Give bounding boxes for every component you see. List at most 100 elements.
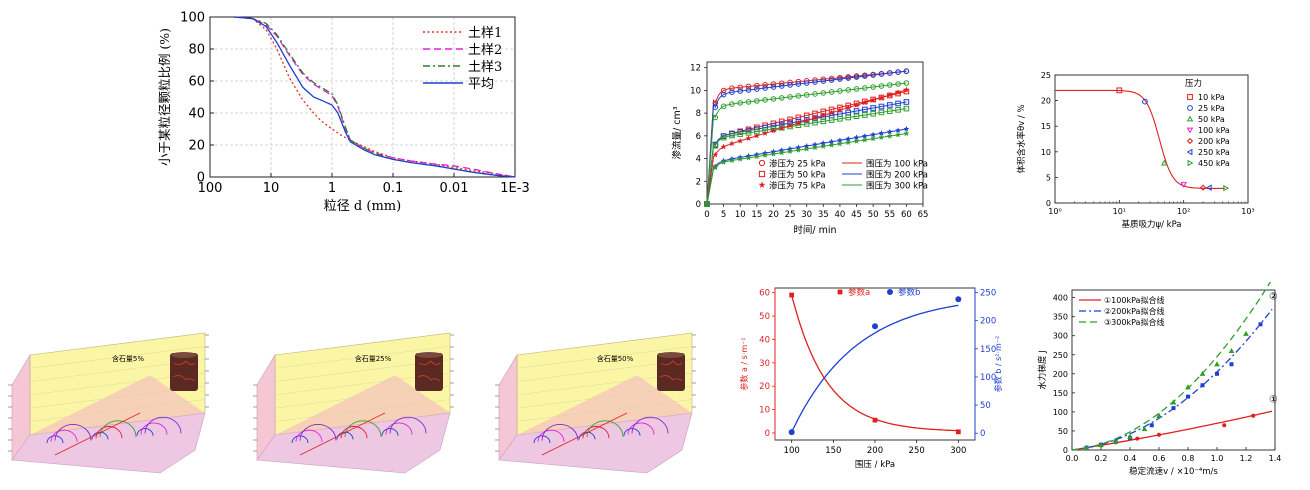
data-point [761, 151, 769, 159]
data-point [886, 82, 893, 88]
x-tick-label: 1E-3 [500, 181, 529, 196]
series-line [791, 304, 959, 433]
envelope-line [541, 412, 628, 456]
x-tick-label: 45 [851, 210, 862, 220]
mohr-circle [586, 420, 624, 438]
y-tick-label: 50 [1058, 427, 1068, 436]
y-tick-label: 20 [1041, 97, 1051, 106]
x-tick-label: 65 [918, 210, 929, 220]
legend-marker [758, 170, 766, 178]
y-left-tick-label: 50 [759, 312, 770, 322]
mohr-circle [291, 435, 309, 444]
data-point [770, 96, 777, 102]
data-point [778, 83, 785, 89]
data-point [1170, 399, 1177, 405]
legend-label: ①100kPa拟合线 [1104, 295, 1164, 305]
mohr-circle [623, 428, 641, 436]
legend-label: 渗压为 25 kPa [769, 159, 826, 170]
mohr-circle [627, 422, 655, 435]
data-point [845, 87, 852, 93]
legend-label: 参数b [898, 287, 920, 298]
data-point [1156, 412, 1162, 418]
series-line [791, 294, 959, 432]
data-point [720, 87, 727, 94]
sample-top [416, 352, 442, 358]
fit-curve [1055, 89, 1225, 189]
x-tick-label: 1.0 [1211, 454, 1224, 463]
grid-line [516, 399, 693, 422]
data-point [728, 157, 736, 164]
data-point [1199, 370, 1206, 376]
data-point [745, 87, 752, 93]
curve-end-marker: ② [1269, 291, 1278, 302]
data-point [795, 81, 802, 87]
x-tick-label: 300 [950, 446, 966, 456]
legend-label: ③300kPa拟合线 [1104, 317, 1164, 327]
y-tick-label: 0 [1063, 446, 1068, 455]
legend-label: 围压为 300 kPa [866, 181, 928, 192]
sample-top [658, 352, 684, 358]
data-point [729, 132, 735, 139]
failure-plane [30, 375, 205, 435]
y-tick-label: 100 [1053, 408, 1068, 417]
data-point [894, 88, 902, 96]
data-point [903, 68, 910, 74]
y-tick-label: 25 [1041, 71, 1051, 80]
data-point [729, 85, 735, 92]
data-point [1083, 444, 1090, 450]
legend-marker [1187, 94, 1193, 100]
y-tick-label: 4 [696, 155, 701, 165]
x-axis-label: 围压 / kPa [855, 460, 895, 470]
legend-label: 参数a [848, 287, 870, 298]
y-axis-label: 水力梯度 J [1037, 350, 1048, 389]
data-point [728, 140, 736, 147]
data-point [828, 109, 835, 116]
hydraulic-chart: 0.0 0.2 0.4 0.6 0.8 1.0 1.2 1.4 0 50 100 150 200 250 3… [1037, 282, 1281, 477]
y-tick-label: 10 [690, 86, 701, 96]
x-tick-label: 10² [1177, 207, 1190, 216]
legend-marker [1186, 148, 1193, 156]
data-point [795, 146, 802, 153]
legend-marker [1187, 105, 1193, 111]
x-tick-label: 50 [868, 210, 879, 220]
x-tick-label: 55 [884, 210, 895, 220]
data-point [729, 89, 735, 95]
x-tick-label: 100 [198, 181, 223, 196]
x-tick-label: 40 [835, 210, 846, 220]
y-axis-label: 小于某粒径颗粒比例 (%) [157, 28, 172, 166]
data-point [1149, 423, 1154, 428]
data-point [1222, 423, 1227, 428]
data-point [753, 153, 761, 160]
fit-curve [706, 70, 907, 205]
data-point [845, 75, 852, 81]
envelope-line [54, 412, 141, 456]
mohr-circle [385, 422, 413, 435]
data-point [770, 150, 777, 157]
data-point [745, 134, 752, 142]
data-point [820, 76, 827, 83]
panel-label: 含石量5% [112, 354, 144, 363]
curve-end-marker: ① [1269, 395, 1278, 406]
data-point [870, 84, 876, 90]
data-point [712, 164, 719, 171]
mohr-circle [136, 428, 154, 436]
data-point [903, 99, 910, 105]
mohr-circle [46, 435, 64, 444]
x-tick-label: 150 [825, 446, 841, 456]
legend-label: 围压为 100 kPa [866, 159, 928, 170]
data-point [745, 83, 752, 90]
y-tick-label: 0 [197, 171, 205, 186]
data-point [1229, 362, 1234, 367]
y-left-tick-label: 40 [759, 335, 770, 345]
x-tick-label: 100 [784, 446, 800, 456]
data-point [869, 96, 877, 103]
data-point [736, 155, 744, 162]
floor-plane [11, 412, 206, 474]
data-point [789, 292, 795, 298]
data-point [844, 139, 852, 146]
series-line [234, 16, 516, 178]
sample-photo [415, 353, 443, 391]
grid-line [274, 346, 451, 369]
data-point [886, 91, 894, 98]
x-tick-label: 0.0 [1066, 454, 1079, 463]
